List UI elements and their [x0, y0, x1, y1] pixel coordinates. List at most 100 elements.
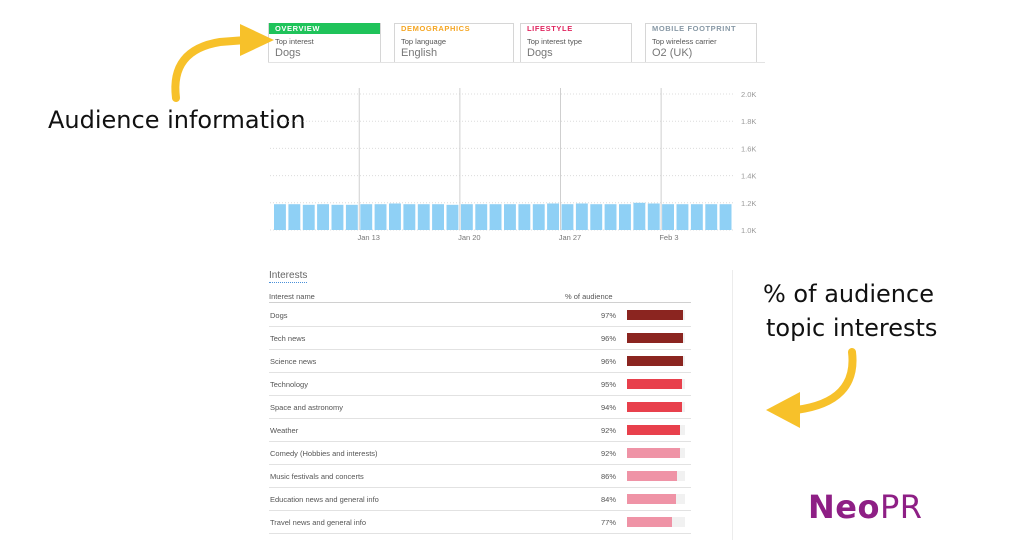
interest-name: Technology	[270, 380, 308, 389]
tab-label: Top interest type	[527, 37, 583, 46]
interest-bar-track	[627, 425, 685, 435]
chart-bar[interactable]	[719, 204, 732, 230]
tab-demographics[interactable]: DEMOGRAPHICS Top language English	[394, 23, 514, 63]
chart-bar[interactable]	[705, 204, 718, 230]
chart-bar[interactable]	[489, 204, 502, 230]
interest-bar-track	[627, 402, 685, 412]
table-row: Space and astronomy 94%	[269, 396, 691, 419]
chart-bar[interactable]	[590, 204, 603, 230]
x-tick-label: Jan 20	[458, 233, 481, 242]
tab-label: Top interest	[275, 37, 314, 46]
interest-percent: 92%	[600, 426, 616, 435]
chart-bar[interactable]	[633, 202, 646, 230]
tab-lifestyle[interactable]: LIFESTYLE Top interest type Dogs	[520, 23, 632, 63]
logo-pr: PR	[879, 488, 923, 526]
tab-value: Dogs	[527, 47, 553, 59]
tab-overview[interactable]: OVERVIEW Top interest Dogs	[268, 23, 381, 63]
interest-name: Weather	[270, 426, 299, 435]
table-row: Weather 92%	[269, 419, 691, 442]
chart-bar[interactable]	[504, 204, 516, 230]
interest-bar-track	[627, 310, 685, 320]
table-row: Tech news 96%	[269, 327, 691, 350]
logo-neo: Neo	[808, 488, 880, 526]
table-row: Science news 96%	[269, 350, 691, 373]
chart-bar[interactable]	[446, 204, 459, 230]
chart-bar[interactable]	[460, 204, 473, 230]
chart-bar[interactable]	[518, 204, 531, 230]
neopr-logo: NeoPR	[808, 488, 923, 526]
interest-percent: 97%	[600, 311, 616, 320]
chart-bar[interactable]	[561, 204, 574, 230]
interest-bar	[627, 310, 684, 320]
table-right-divider	[732, 270, 733, 540]
interest-bar-track	[627, 494, 685, 504]
interest-percent: 94%	[600, 403, 616, 412]
chart-bar[interactable]	[647, 203, 660, 231]
interest-name: Science news	[270, 357, 317, 366]
interest-percent: 96%	[600, 357, 616, 366]
audience-chart: 2.0K 1.8K 1.6K 1.4K 1.2K 1.0K Jan 13 Jan 20 Jan …	[270, 88, 756, 242]
interest-bar-track	[627, 448, 685, 458]
interest-bar	[627, 517, 672, 527]
interest-name: Dogs	[270, 311, 288, 320]
interest-bar	[627, 448, 681, 458]
interest-name: Comedy (Hobbies and interests)	[270, 449, 378, 458]
x-tick-label: Jan 27	[559, 233, 582, 242]
interest-percent: 86%	[600, 472, 616, 481]
chart-bar[interactable]	[345, 204, 358, 230]
chart-bar[interactable]	[331, 204, 344, 230]
table-row: Technology 95%	[269, 373, 691, 396]
chart-bar[interactable]	[690, 204, 703, 230]
chart-bar[interactable]	[403, 204, 416, 230]
chart-bar[interactable]	[389, 203, 401, 231]
chart-bar[interactable]	[575, 203, 588, 231]
table-row: Travel news and general info 77%	[269, 511, 691, 534]
chart-bar[interactable]	[317, 204, 329, 230]
chart-bar[interactable]	[374, 204, 387, 230]
chart-bar[interactable]	[676, 204, 689, 230]
chart-bar[interactable]	[302, 204, 315, 230]
table-row: Comedy (Hobbies and interests) 92%	[269, 442, 691, 465]
y-tick-label: 1.2K	[741, 199, 756, 208]
interest-bar	[627, 333, 683, 343]
y-tick-label: 1.6K	[741, 144, 756, 153]
tab-mobile-footprint[interactable]: MOBILE FOOTPRINT Top wireless carrier O2 (…	[645, 23, 757, 63]
y-tick-label: 1.4K	[741, 172, 756, 181]
tab-value: English	[401, 47, 438, 59]
interest-name: Space and astronomy	[270, 403, 343, 412]
interests-annotation-line1: % of audience	[763, 280, 934, 308]
interest-bar	[627, 471, 677, 481]
interest-percent: 92%	[600, 449, 616, 458]
chart-bar[interactable]	[619, 204, 631, 230]
chart-bar[interactable]	[547, 203, 559, 231]
interest-name: Education news and general info	[270, 495, 379, 504]
y-tick-label: 1.8K	[741, 117, 756, 126]
chart-bar[interactable]	[532, 204, 545, 230]
table-row: Dogs 97%	[269, 304, 691, 327]
interest-bar-track	[627, 356, 685, 366]
interest-bar	[627, 356, 683, 366]
chart-bar[interactable]	[360, 204, 373, 230]
chart-bar[interactable]	[432, 204, 444, 230]
tab-title: LIFESTYLE	[527, 24, 573, 33]
chart-bar[interactable]	[417, 204, 430, 230]
curved-arrow-icon	[171, 24, 274, 102]
tab-label: Top language	[401, 37, 447, 46]
chart-bar[interactable]	[274, 204, 286, 230]
y-tick-label: 2.0K	[741, 90, 756, 99]
interest-name: Travel news and general info	[270, 518, 367, 527]
chart-bar[interactable]	[662, 204, 674, 230]
interest-bar-track	[627, 471, 685, 481]
y-tick-label: 1.0K	[741, 226, 756, 235]
interests-annotation-line2: topic interests	[766, 314, 938, 342]
interest-name: Music festivals and concerts	[270, 472, 364, 481]
interest-bar	[627, 379, 683, 389]
tab-title: MOBILE FOOTPRINT	[652, 24, 737, 33]
x-tick-label: Feb 3	[659, 233, 678, 242]
chart-bar[interactable]	[604, 204, 617, 230]
table-row: Music festivals and concerts 86%	[269, 465, 691, 488]
chart-bar[interactable]	[288, 204, 301, 230]
chart-bar[interactable]	[475, 204, 488, 230]
audience-information-annotation: Audience information	[48, 106, 306, 134]
interest-bar	[627, 402, 682, 412]
